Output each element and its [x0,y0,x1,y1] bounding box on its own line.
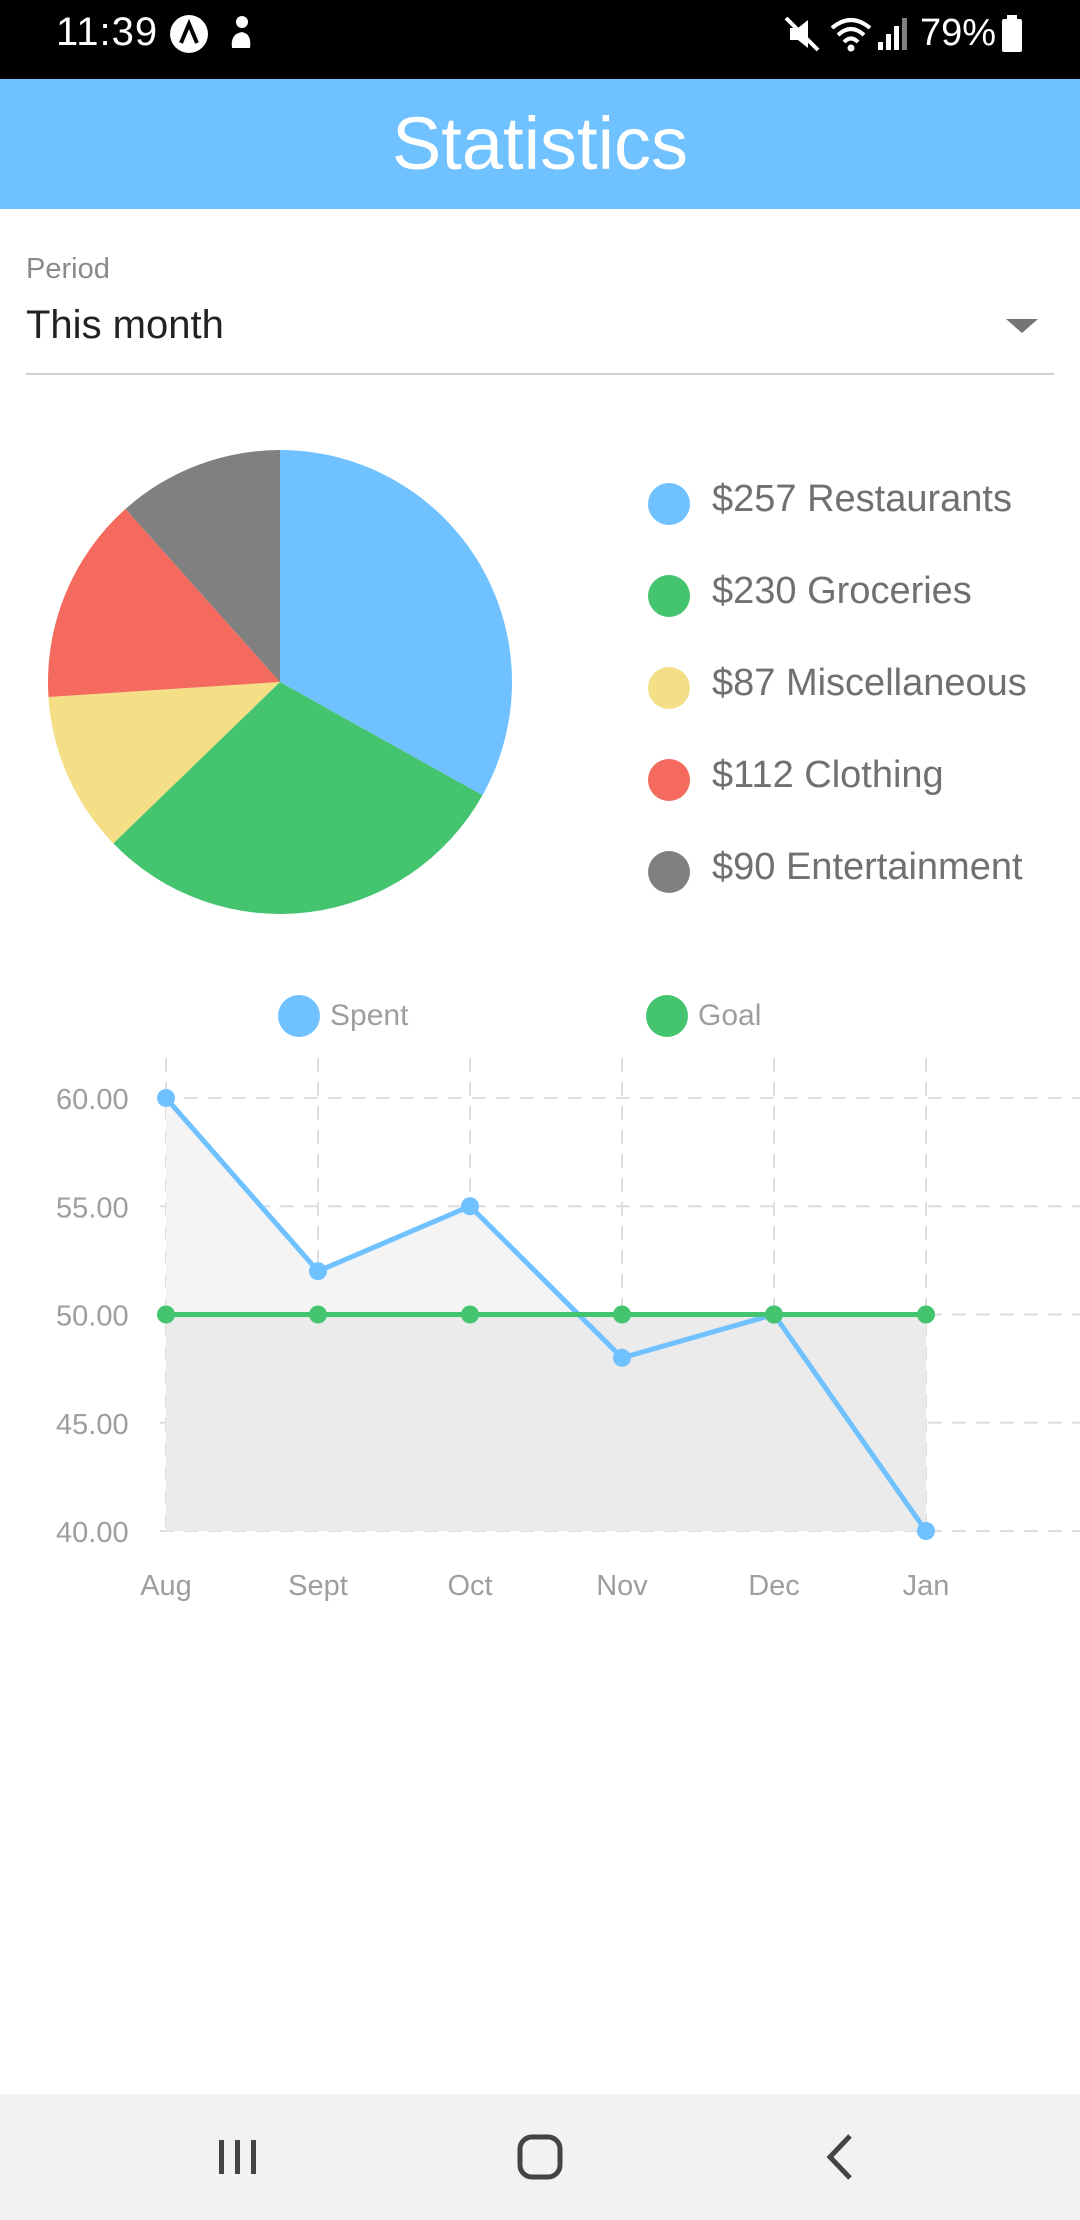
legend-dot-entertainment [648,851,690,893]
goal-area [166,1314,926,1531]
period-label: Period [26,253,110,285]
legend-dot-miscellaneous [648,667,690,709]
legend-text-restaurants: $257 Restaurants [712,478,1012,520]
y-tick-label: 45.00 [56,1409,129,1441]
legend-text-groceries: $230 Groceries [712,570,972,612]
recents-button[interactable] [188,2122,288,2192]
line-legend-dot-goal [646,995,688,1037]
legend-text-entertainment: $90 Entertainment [712,846,1023,888]
spent-point [461,1197,479,1216]
pie-slice-entertainment [125,450,281,682]
pie-slice-clothing [48,508,280,698]
goal-point [461,1305,479,1324]
spent-vs-goal-line-chart: 60.00 55.00 50.00 45.00 40.00 Aug Sept Oct Nov De… [56,1058,1080,1602]
status-bar: 11:39 79% [0,0,1080,79]
wifi-icon [830,18,872,52]
legend-text-clothing: $112 Clothing [712,754,944,796]
system-nav-bar [0,2094,1080,2220]
legend-item-restaurants: $257 Restaurants [648,470,1068,562]
goal-point [917,1305,935,1324]
legend-item-entertainment: $90 Entertainment [648,838,1068,930]
x-tick-label: Oct [447,1570,492,1602]
spent-point [613,1348,631,1367]
back-icon [826,2134,852,2180]
y-tick-label: 50.00 [56,1301,129,1333]
y-tick-label: 60.00 [56,1084,129,1116]
expense-legend: $257 Restaurants $230 Groceries $87 Misc… [648,470,1068,930]
legend-item-miscellaneous: $87 Miscellaneous [648,654,1068,746]
x-tick-label: Aug [140,1570,192,1602]
app-header: Statistics [0,79,1080,209]
line-legend-dot-spent [278,995,320,1037]
x-tick-label: Jan [903,1570,950,1602]
pie-slice-groceries [113,682,483,914]
goal-point [309,1305,327,1324]
page-title: Statistics [391,102,689,185]
goal-point [765,1305,783,1324]
goal-point [157,1305,175,1324]
app-b-icon [226,14,256,54]
period-value: This month [26,303,224,347]
y-tick-label: 55.00 [56,1192,129,1224]
spent-point [157,1089,175,1107]
goal-point [613,1305,631,1324]
mute-icon [784,16,820,52]
period-select[interactable]: Period This month [26,245,1054,375]
recents-icon [219,2140,256,2174]
spent-line [164,1096,929,1533]
pie-slice-miscellaneous [48,682,280,844]
chevron-down-icon [1006,319,1038,333]
status-time: 11:39 [56,10,159,54]
x-tick-label: Nov [596,1570,648,1602]
legend-item-clothing: $112 Clothing [648,746,1068,838]
signal-icon [878,18,907,50]
pie-slice-restaurants [280,450,512,796]
legend-dot-restaurants [648,483,690,525]
legend-dot-groceries [648,575,690,617]
expense-pie-chart [48,450,512,914]
battery-icon [1002,15,1022,52]
x-tick-label: Dec [748,1570,800,1602]
battery-percentage: 79% [920,12,997,54]
legend-dot-clothing [648,759,690,801]
line-legend-text-spent: Spent [330,999,409,1032]
home-icon [517,2134,563,2180]
y-tick-label: 40.00 [56,1517,129,1549]
legend-item-groceries: $230 Groceries [648,562,1068,654]
x-tick-label: Sept [288,1570,348,1602]
back-button[interactable] [792,2122,892,2192]
app-a-icon [170,15,208,53]
spent-point [309,1262,327,1281]
legend-text-miscellaneous: $87 Miscellaneous [712,662,1027,704]
spent-point [917,1522,935,1540]
home-button[interactable] [490,2122,590,2192]
line-legend-text-goal: Goal [698,999,762,1032]
